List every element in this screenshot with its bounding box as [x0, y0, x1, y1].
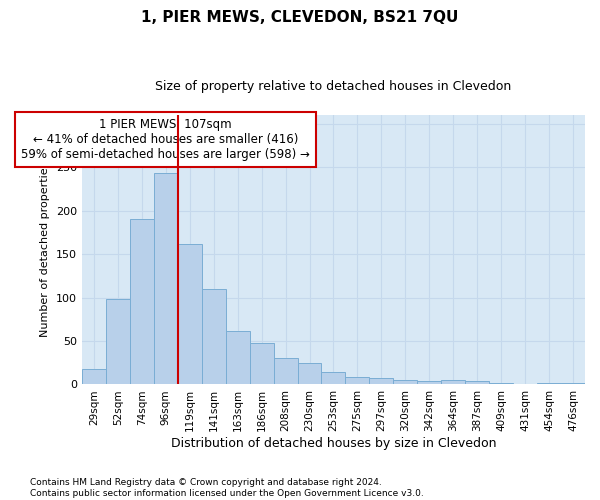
- Text: 1, PIER MEWS, CLEVEDON, BS21 7QU: 1, PIER MEWS, CLEVEDON, BS21 7QU: [142, 10, 458, 25]
- Bar: [465, 381, 489, 384]
- Bar: [130, 220, 154, 384]
- Bar: [418, 381, 441, 384]
- Bar: [489, 382, 513, 384]
- Bar: [441, 380, 465, 384]
- Bar: [82, 369, 106, 384]
- Bar: [202, 289, 226, 384]
- Bar: [250, 342, 274, 384]
- Bar: [154, 173, 178, 384]
- Bar: [106, 300, 130, 384]
- Bar: [226, 330, 250, 384]
- Bar: [274, 358, 298, 384]
- Text: 1 PIER MEWS: 107sqm
← 41% of detached houses are smaller (416)
59% of semi-detac: 1 PIER MEWS: 107sqm ← 41% of detached ho…: [22, 118, 310, 160]
- X-axis label: Distribution of detached houses by size in Clevedon: Distribution of detached houses by size …: [171, 437, 496, 450]
- Bar: [178, 244, 202, 384]
- Bar: [370, 378, 394, 384]
- Bar: [322, 372, 346, 384]
- Bar: [298, 362, 322, 384]
- Bar: [537, 382, 561, 384]
- Bar: [394, 380, 418, 384]
- Y-axis label: Number of detached properties: Number of detached properties: [40, 162, 50, 338]
- Bar: [346, 376, 370, 384]
- Title: Size of property relative to detached houses in Clevedon: Size of property relative to detached ho…: [155, 80, 512, 93]
- Text: Contains HM Land Registry data © Crown copyright and database right 2024.
Contai: Contains HM Land Registry data © Crown c…: [30, 478, 424, 498]
- Bar: [561, 382, 585, 384]
